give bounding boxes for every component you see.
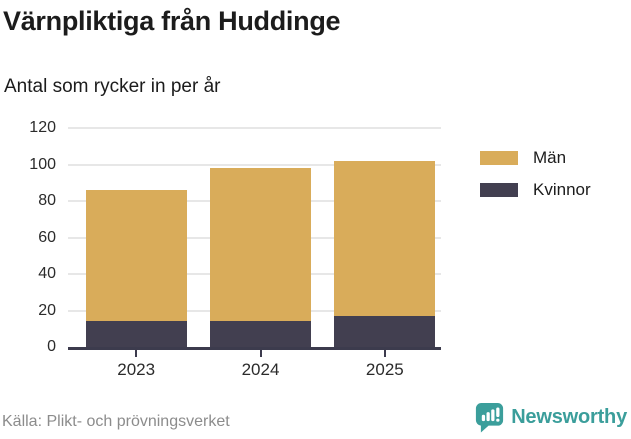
y-tick-label: 120 xyxy=(29,119,56,136)
brand-name: Newsworthy xyxy=(511,406,627,428)
page-title: Värnpliktiga från Huddinge xyxy=(3,6,341,36)
y-tick-label: 0 xyxy=(47,338,56,355)
x-tick-label-2024: 2024 xyxy=(241,360,280,379)
x-tick-2023 xyxy=(135,347,138,357)
legend-swatch-kvinnor xyxy=(480,183,518,197)
bar-segment-kvinnor-2025 xyxy=(334,315,436,347)
y-tick-label: 100 xyxy=(29,155,56,173)
bar-segment-män-2023 xyxy=(85,190,187,322)
bar-2024 xyxy=(210,168,311,347)
newsworthy-speech-bubble-icon xyxy=(476,403,504,433)
x-tick-2025 xyxy=(383,347,386,357)
bar-segment-kvinnor-2023 xyxy=(85,321,187,347)
legend-label: Kvinnor xyxy=(533,180,591,199)
gridline-y100 xyxy=(68,163,441,166)
legend-swatch-män xyxy=(480,151,518,165)
y-tick-label: 40 xyxy=(38,265,56,282)
legend-item-kvinnor: Kvinnor xyxy=(480,180,591,200)
gridline-y120 xyxy=(68,127,441,129)
y-axis-labels: 0 20 40 60 80 100 120 xyxy=(0,119,56,355)
legend-label: Män xyxy=(533,148,567,167)
legend-item-män: Män xyxy=(480,148,591,168)
y-tick-label: 20 xyxy=(38,301,56,319)
x-tick-2024 xyxy=(259,347,262,357)
legend: Män Kvinnor xyxy=(480,148,591,212)
x-tick-label-2025: 2025 xyxy=(365,360,404,379)
y-tick-label: 80 xyxy=(38,192,56,209)
bar-2023 xyxy=(85,190,187,347)
brand-logo: Newsworthy xyxy=(475,402,627,433)
bar-segment-kvinnor-2024 xyxy=(210,321,311,347)
source-note: Källa: Plikt- och prövningsverket xyxy=(2,413,230,430)
y-tick-label: 60 xyxy=(38,228,56,246)
bar-segment-män-2024 xyxy=(210,168,311,322)
bar-2025 xyxy=(334,160,436,347)
plot-area: 2023 2024 2025 xyxy=(68,127,441,379)
chart-subtitle: Antal som rycker in per år xyxy=(4,76,221,97)
x-tick-label-2023: 2023 xyxy=(117,360,156,379)
bar-segment-män-2025 xyxy=(334,160,436,316)
